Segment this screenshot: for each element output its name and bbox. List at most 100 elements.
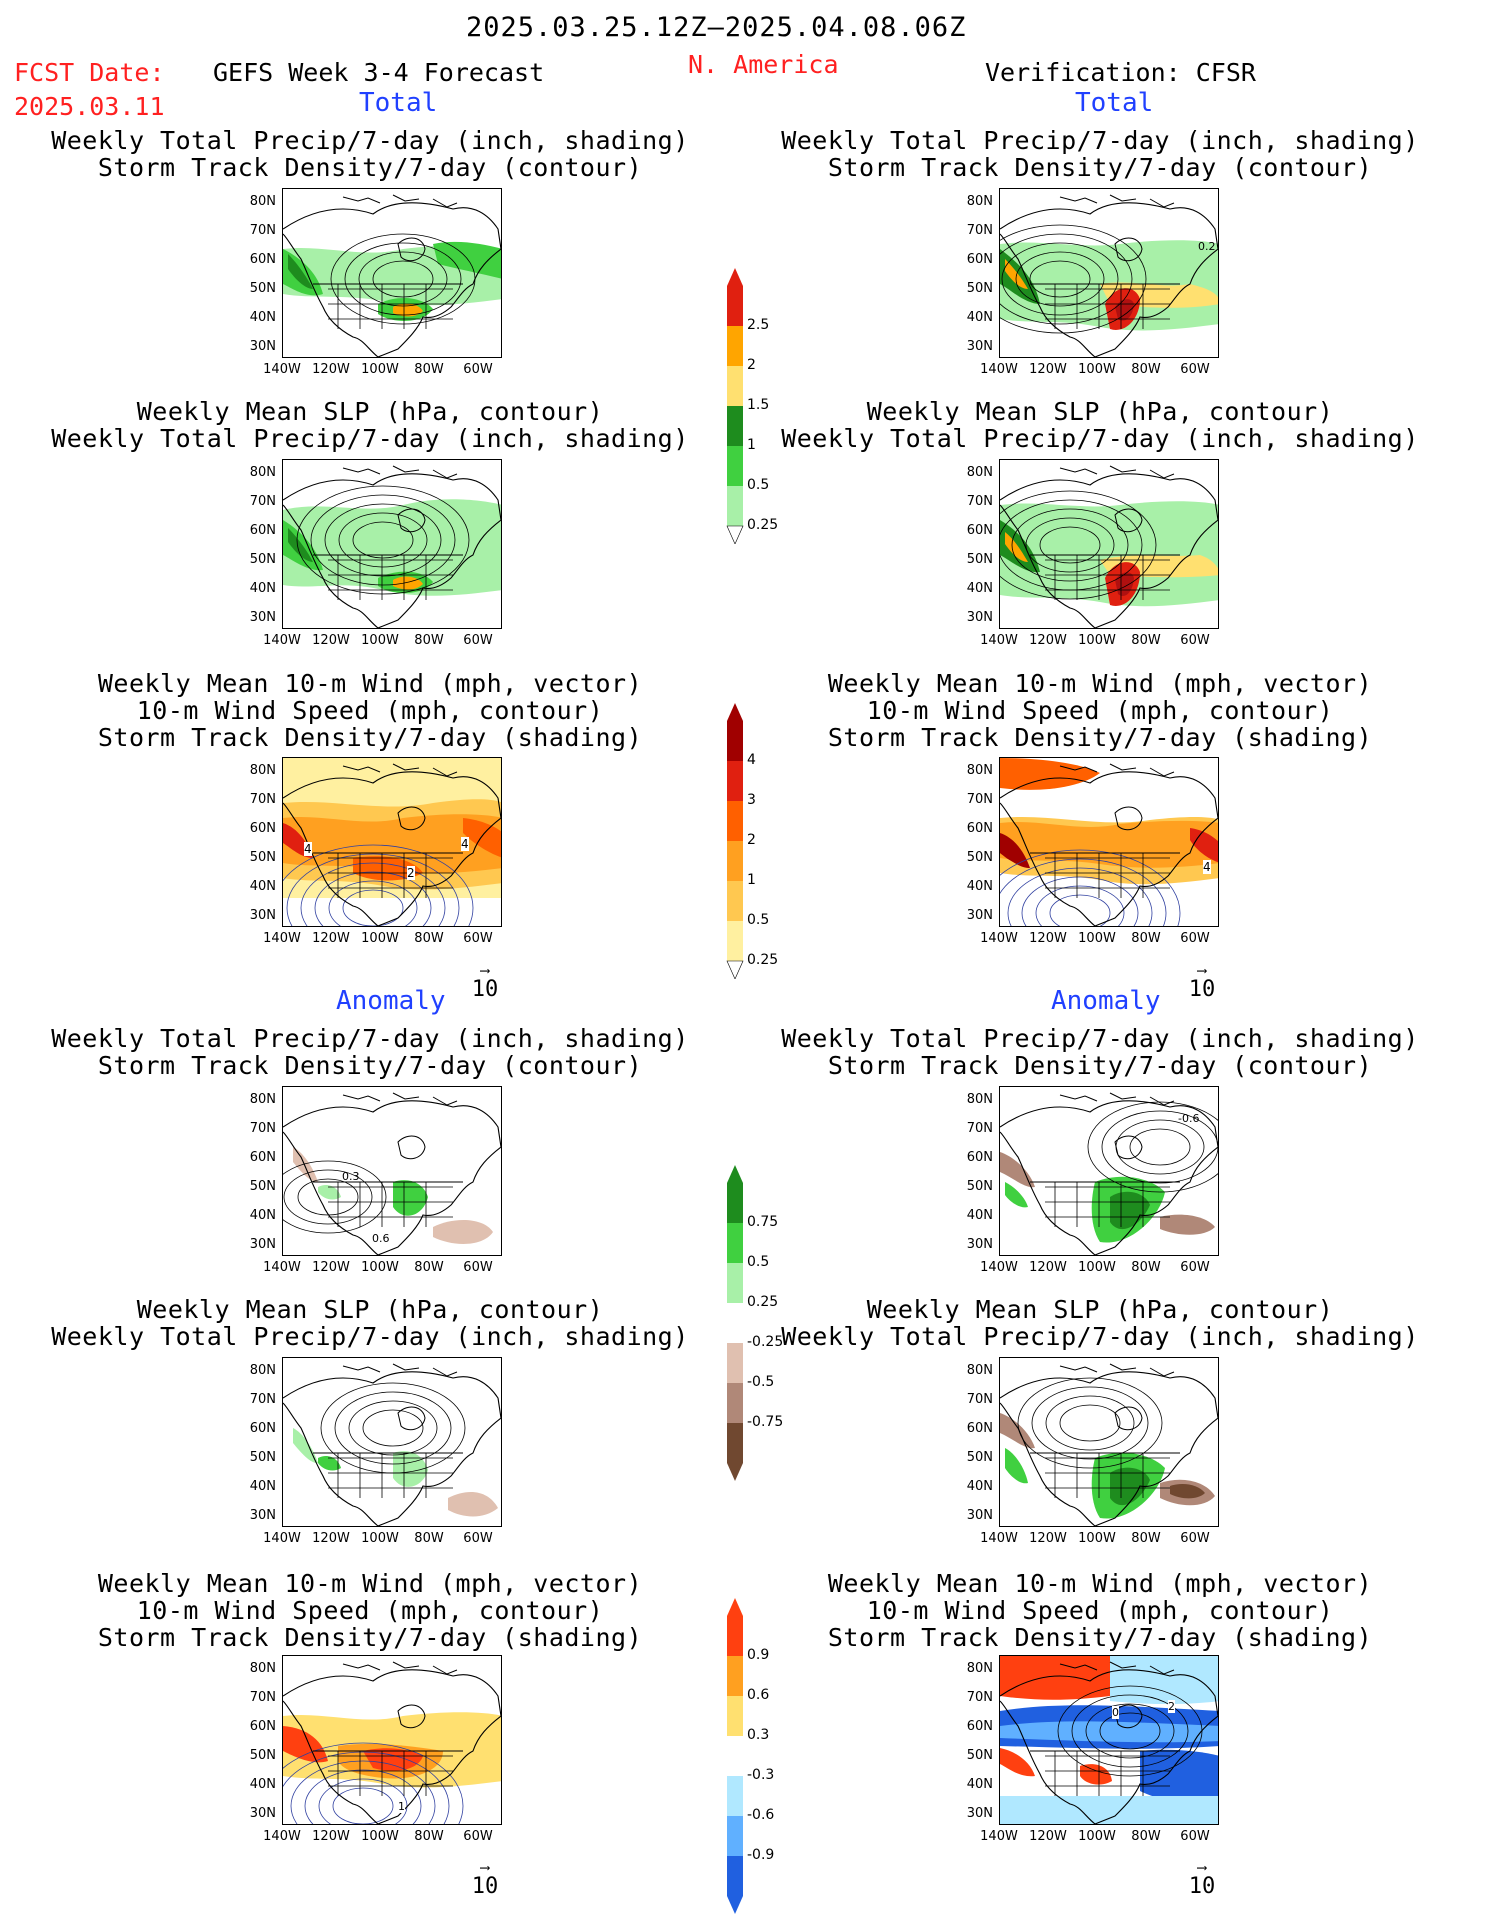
lat-tick-label: 60N: [249, 1719, 276, 1734]
lon-tick-label: 100W: [1078, 1829, 1116, 1844]
contour-label: 0.6: [372, 1232, 390, 1245]
lat-tick-label: 40N: [249, 310, 276, 325]
title-r3-left: Weekly Mean 10-m Wind (mph, vector) 10-m…: [97, 669, 643, 752]
lon-tick-label: 120W: [312, 633, 350, 648]
lat-tick-label: 30N: [966, 1237, 993, 1252]
contour-label: 0: [1112, 1706, 1119, 1719]
colorbar-segment: [727, 1383, 743, 1423]
lat-tick-label: 70N: [249, 1690, 276, 1705]
lon-tick-label: 100W: [1078, 1531, 1116, 1546]
colorbar-segment: [727, 1776, 743, 1816]
colorbar-segment: [727, 1856, 743, 1896]
contour-label: 2: [1168, 1700, 1175, 1713]
section-total-right: Total: [1075, 88, 1154, 118]
lat-tick-label: 60N: [249, 821, 276, 836]
colorbar-segment: [727, 1183, 743, 1223]
lat-tick-label: 60N: [249, 523, 276, 538]
lat-tick-label: 70N: [249, 792, 276, 807]
contour-label: 2: [407, 866, 415, 880]
map-r2-right: [999, 459, 1219, 629]
lat-tick-label: 40N: [249, 1777, 276, 1792]
map-graphic: [1000, 758, 1218, 926]
lon-tick-label: 80W: [414, 1260, 444, 1275]
lon-tick-label: 80W: [414, 362, 444, 377]
contour-label: 4: [461, 837, 469, 851]
lat-tick-label: 80N: [249, 763, 276, 778]
colorbar-label: 0.75: [747, 1214, 779, 1230]
lat-tick-label: 60N: [966, 1421, 993, 1436]
lon-tick-label: 120W: [1029, 931, 1067, 946]
lon-tick-label: 60W: [463, 633, 493, 648]
lat-tick-label: 40N: [249, 581, 276, 596]
map-graphic: [1000, 1363, 1218, 1526]
lat-tick-label: 30N: [249, 610, 276, 625]
colorbar-segment: [727, 1616, 743, 1656]
lon-tick-label: 140W: [980, 633, 1018, 648]
colorbar-graphic: [727, 1165, 743, 1481]
lon-tick-label: 100W: [361, 931, 399, 946]
lat-tick-label: 60N: [966, 1719, 993, 1734]
map-r5-right: [999, 1357, 1219, 1527]
lat-tick-label: 60N: [249, 1421, 276, 1436]
lon-tick-label: 80W: [414, 931, 444, 946]
lon-tick-label: 80W: [414, 1829, 444, 1844]
colorbar-precip-total: 2.5 2 1.5 1 0.5 0.25: [717, 268, 797, 553]
map-graphic: [1000, 194, 1218, 357]
colorbar-segment: [727, 1263, 743, 1303]
lat-tick-label: 40N: [966, 1479, 993, 1494]
vector-ref-r6-right: ⟶ 10: [1188, 1860, 1216, 1899]
colorbar-label: 0.6: [747, 1687, 770, 1703]
colorbar-label: -0.9: [747, 1847, 775, 1863]
lat-tick-label: 70N: [966, 1121, 993, 1136]
colorbar-label: 0.5: [747, 1254, 770, 1270]
lon-tick-label: 60W: [463, 1829, 493, 1844]
colorbar-label: 0.5: [747, 477, 770, 493]
lat-tick-label: 70N: [249, 494, 276, 509]
lat-tick-label: 30N: [249, 339, 276, 354]
verification-label: Verification: CFSR: [985, 58, 1256, 87]
title-r1-right: Weekly Total Precip/7-day (inch, shading…: [781, 126, 1419, 182]
lon-tick-label: 100W: [1078, 362, 1116, 377]
lat-tick-label: 80N: [249, 1661, 276, 1676]
region-label: N. America: [688, 50, 839, 79]
colorbar-graphic: [727, 1598, 743, 1914]
map-r4-right: [999, 1086, 1219, 1256]
map-graphic: [283, 1661, 501, 1824]
lat-tick-label: 70N: [249, 1121, 276, 1136]
section-total-left: Total: [359, 88, 438, 118]
colorbar-segment: [727, 1816, 743, 1856]
lon-tick-label: 120W: [1029, 633, 1067, 648]
lon-tick-label: 80W: [1131, 1531, 1161, 1546]
lon-tick-label: 60W: [1180, 1260, 1210, 1275]
lat-tick-label: 60N: [966, 252, 993, 267]
lat-tick-label: 80N: [249, 465, 276, 480]
colorbar-label: 1.5: [747, 397, 770, 413]
colorbar-label: 0.3: [747, 1727, 770, 1743]
lat-tick-label: 60N: [966, 1150, 993, 1165]
title-r4-right: Weekly Total Precip/7-day (inch, shading…: [781, 1024, 1419, 1080]
lon-tick-label: 100W: [361, 1260, 399, 1275]
colorbar-label: 2: [747, 357, 756, 373]
title-r6-left: Weekly Mean 10-m Wind (mph, vector) 10-m…: [97, 1569, 643, 1652]
map-r3-left: [282, 757, 502, 927]
lat-tick-label: 50N: [966, 1748, 993, 1763]
lat-tick-label: 40N: [966, 879, 993, 894]
colorbar-label: -0.75: [747, 1414, 784, 1430]
section-anomaly-right: Anomaly: [1051, 986, 1161, 1016]
colorbar-label: -0.25: [747, 1334, 784, 1350]
period-title: 2025.03.25.12Z–2025.04.08.06Z: [466, 12, 967, 43]
lat-tick-label: 50N: [249, 281, 276, 296]
lat-tick-label: 30N: [966, 908, 993, 923]
lon-tick-label: 140W: [263, 1829, 301, 1844]
title-r6-right: Weekly Mean 10-m Wind (mph, vector) 10-m…: [827, 1569, 1373, 1652]
colorbar-label: 3: [747, 792, 756, 808]
lat-tick-label: 30N: [249, 1237, 276, 1252]
colorbar-segment: [727, 1343, 743, 1383]
colorbar-segment: [727, 1736, 743, 1776]
colorbar-label: 1: [747, 437, 756, 453]
colorbar-graphic: [726, 703, 744, 979]
lat-tick-label: 40N: [966, 310, 993, 325]
map-graphic: [283, 758, 501, 926]
lon-tick-label: 80W: [414, 633, 444, 648]
colorbar-segment: [727, 1696, 743, 1736]
